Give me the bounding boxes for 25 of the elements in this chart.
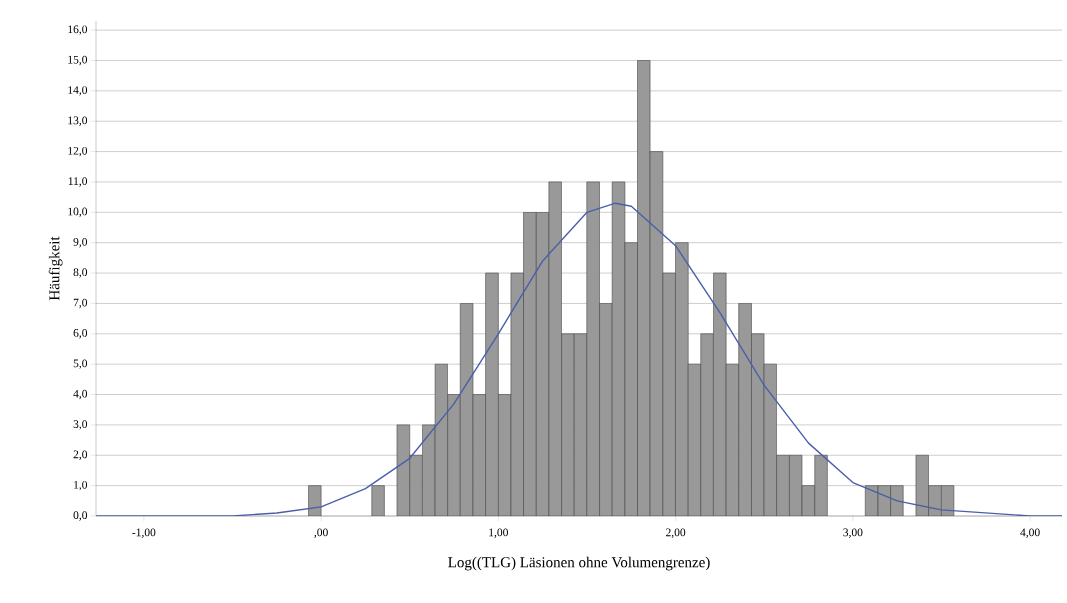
y-tick-label: 14,0 [68, 86, 88, 96]
y-tick-label: 5,0 [73, 359, 88, 369]
y-axis-title: Häufigkeit [48, 236, 63, 301]
y-tick-label: 0,0 [73, 511, 88, 521]
y-tick-label: 1,0 [74, 480, 88, 491]
x-tick-label: 2,00 [666, 528, 686, 538]
y-tick-label: 15,0 [68, 55, 88, 66]
y-tick-label: 2,0 [73, 450, 88, 460]
y-tick-label: 10,0 [68, 207, 88, 218]
x-tick-label: -1,00 [132, 528, 156, 538]
x-tick-label: 3,00 [843, 528, 863, 538]
y-tick-label: 16,0 [68, 25, 88, 35]
y-tick-label: 12,0 [68, 146, 88, 157]
x-tick-label: ,00 [314, 528, 328, 538]
y-tick-label: 6,0 [73, 329, 88, 339]
x-tick-label: 4,00 [1020, 528, 1040, 538]
y-tick-label: 9,0 [73, 237, 88, 248]
x-axis-title: Log((TLG) Läsionen ohne Volumengrenze) [448, 556, 710, 571]
y-tick-label: 8,0 [73, 268, 88, 278]
y-tick-label: 4,0 [73, 389, 88, 400]
y-tick-label: 7,0 [73, 298, 88, 309]
y-tick-label: 3,0 [73, 420, 88, 430]
y-tick-label: 11,0 [68, 177, 88, 187]
x-tick-label: 1,00 [489, 528, 508, 538]
y-tick-label: 13,0 [68, 116, 88, 126]
